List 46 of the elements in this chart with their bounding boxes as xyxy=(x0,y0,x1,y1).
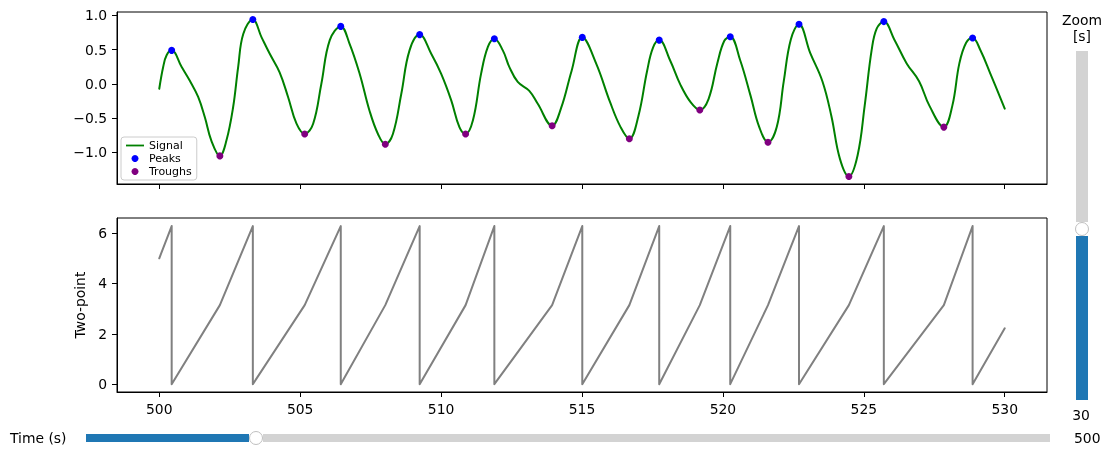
y-tick-label: 4 xyxy=(98,275,108,292)
point xyxy=(625,135,633,143)
legend-label: Troughs xyxy=(148,165,193,178)
point xyxy=(462,130,470,138)
y-axis-title: Two-point xyxy=(72,271,89,340)
point xyxy=(301,130,309,138)
point xyxy=(490,35,498,43)
point xyxy=(845,172,853,180)
x-tick-label: 530 xyxy=(991,401,1018,417)
point xyxy=(168,46,176,54)
point xyxy=(337,22,345,30)
point xyxy=(880,18,888,26)
legend-label: Signal xyxy=(149,139,183,152)
y-tick-label: 6 xyxy=(98,225,107,242)
point xyxy=(216,152,224,160)
point xyxy=(764,138,772,146)
x-tick-label: 515 xyxy=(568,401,596,417)
text: Zoom [s] xyxy=(1060,12,1103,44)
point xyxy=(726,33,734,41)
text: 30 xyxy=(1071,407,1091,423)
point xyxy=(249,16,257,24)
y-tick-label: 1.0 xyxy=(84,7,107,24)
text: 500 xyxy=(1074,430,1101,446)
point xyxy=(548,122,556,130)
y-tick-label: −1.0 xyxy=(73,144,107,161)
x-tick-label: 500 xyxy=(146,401,173,417)
point xyxy=(381,140,389,148)
y-tick-label: −0.5 xyxy=(73,110,107,127)
y-tick-label: 0 xyxy=(98,376,107,393)
y-tick-label: 0.5 xyxy=(84,41,107,58)
point xyxy=(655,36,663,44)
legend-label: Peaks xyxy=(149,152,182,165)
x-tick-label: 510 xyxy=(427,401,455,417)
line-series xyxy=(158,225,1006,386)
point xyxy=(696,106,704,114)
point xyxy=(578,33,586,41)
point xyxy=(795,20,803,28)
point xyxy=(416,31,424,39)
point xyxy=(940,123,948,131)
text: Time (s) xyxy=(10,430,67,446)
y-tick-label: 2 xyxy=(98,325,107,342)
x-tick-label: 520 xyxy=(709,401,737,417)
x-tick-label: 505 xyxy=(286,401,314,417)
point xyxy=(969,34,977,42)
x-tick-label: 525 xyxy=(850,401,878,417)
y-tick-label: 0.0 xyxy=(84,75,107,92)
